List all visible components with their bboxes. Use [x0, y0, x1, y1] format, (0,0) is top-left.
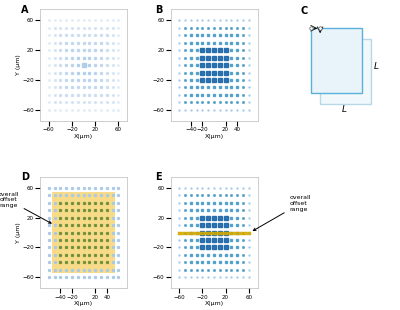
- X-axis label: X(μm): X(μm): [74, 134, 93, 139]
- X-axis label: X(μm): X(μm): [204, 134, 224, 139]
- X-axis label: X(μm): X(μm): [74, 301, 93, 306]
- Text: A: A: [21, 5, 28, 15]
- Bar: [320, 39, 371, 104]
- X-axis label: X(μm): X(μm): [204, 301, 224, 306]
- Y-axis label: Y (μm): Y (μm): [16, 55, 21, 75]
- Text: D: D: [21, 172, 29, 182]
- Text: C: C: [300, 6, 307, 16]
- Bar: [52, 192, 116, 273]
- Y-axis label: Y (μm): Y (μm): [16, 222, 21, 243]
- Text: E: E: [155, 172, 162, 182]
- Text: B: B: [155, 5, 162, 15]
- Text: $L$: $L$: [341, 103, 348, 114]
- Bar: [312, 28, 362, 93]
- Text: $L$: $L$: [373, 60, 380, 71]
- Text: overall
offset
range: overall offset range: [253, 195, 311, 231]
- Text: overall
offset
range: overall offset range: [0, 192, 51, 223]
